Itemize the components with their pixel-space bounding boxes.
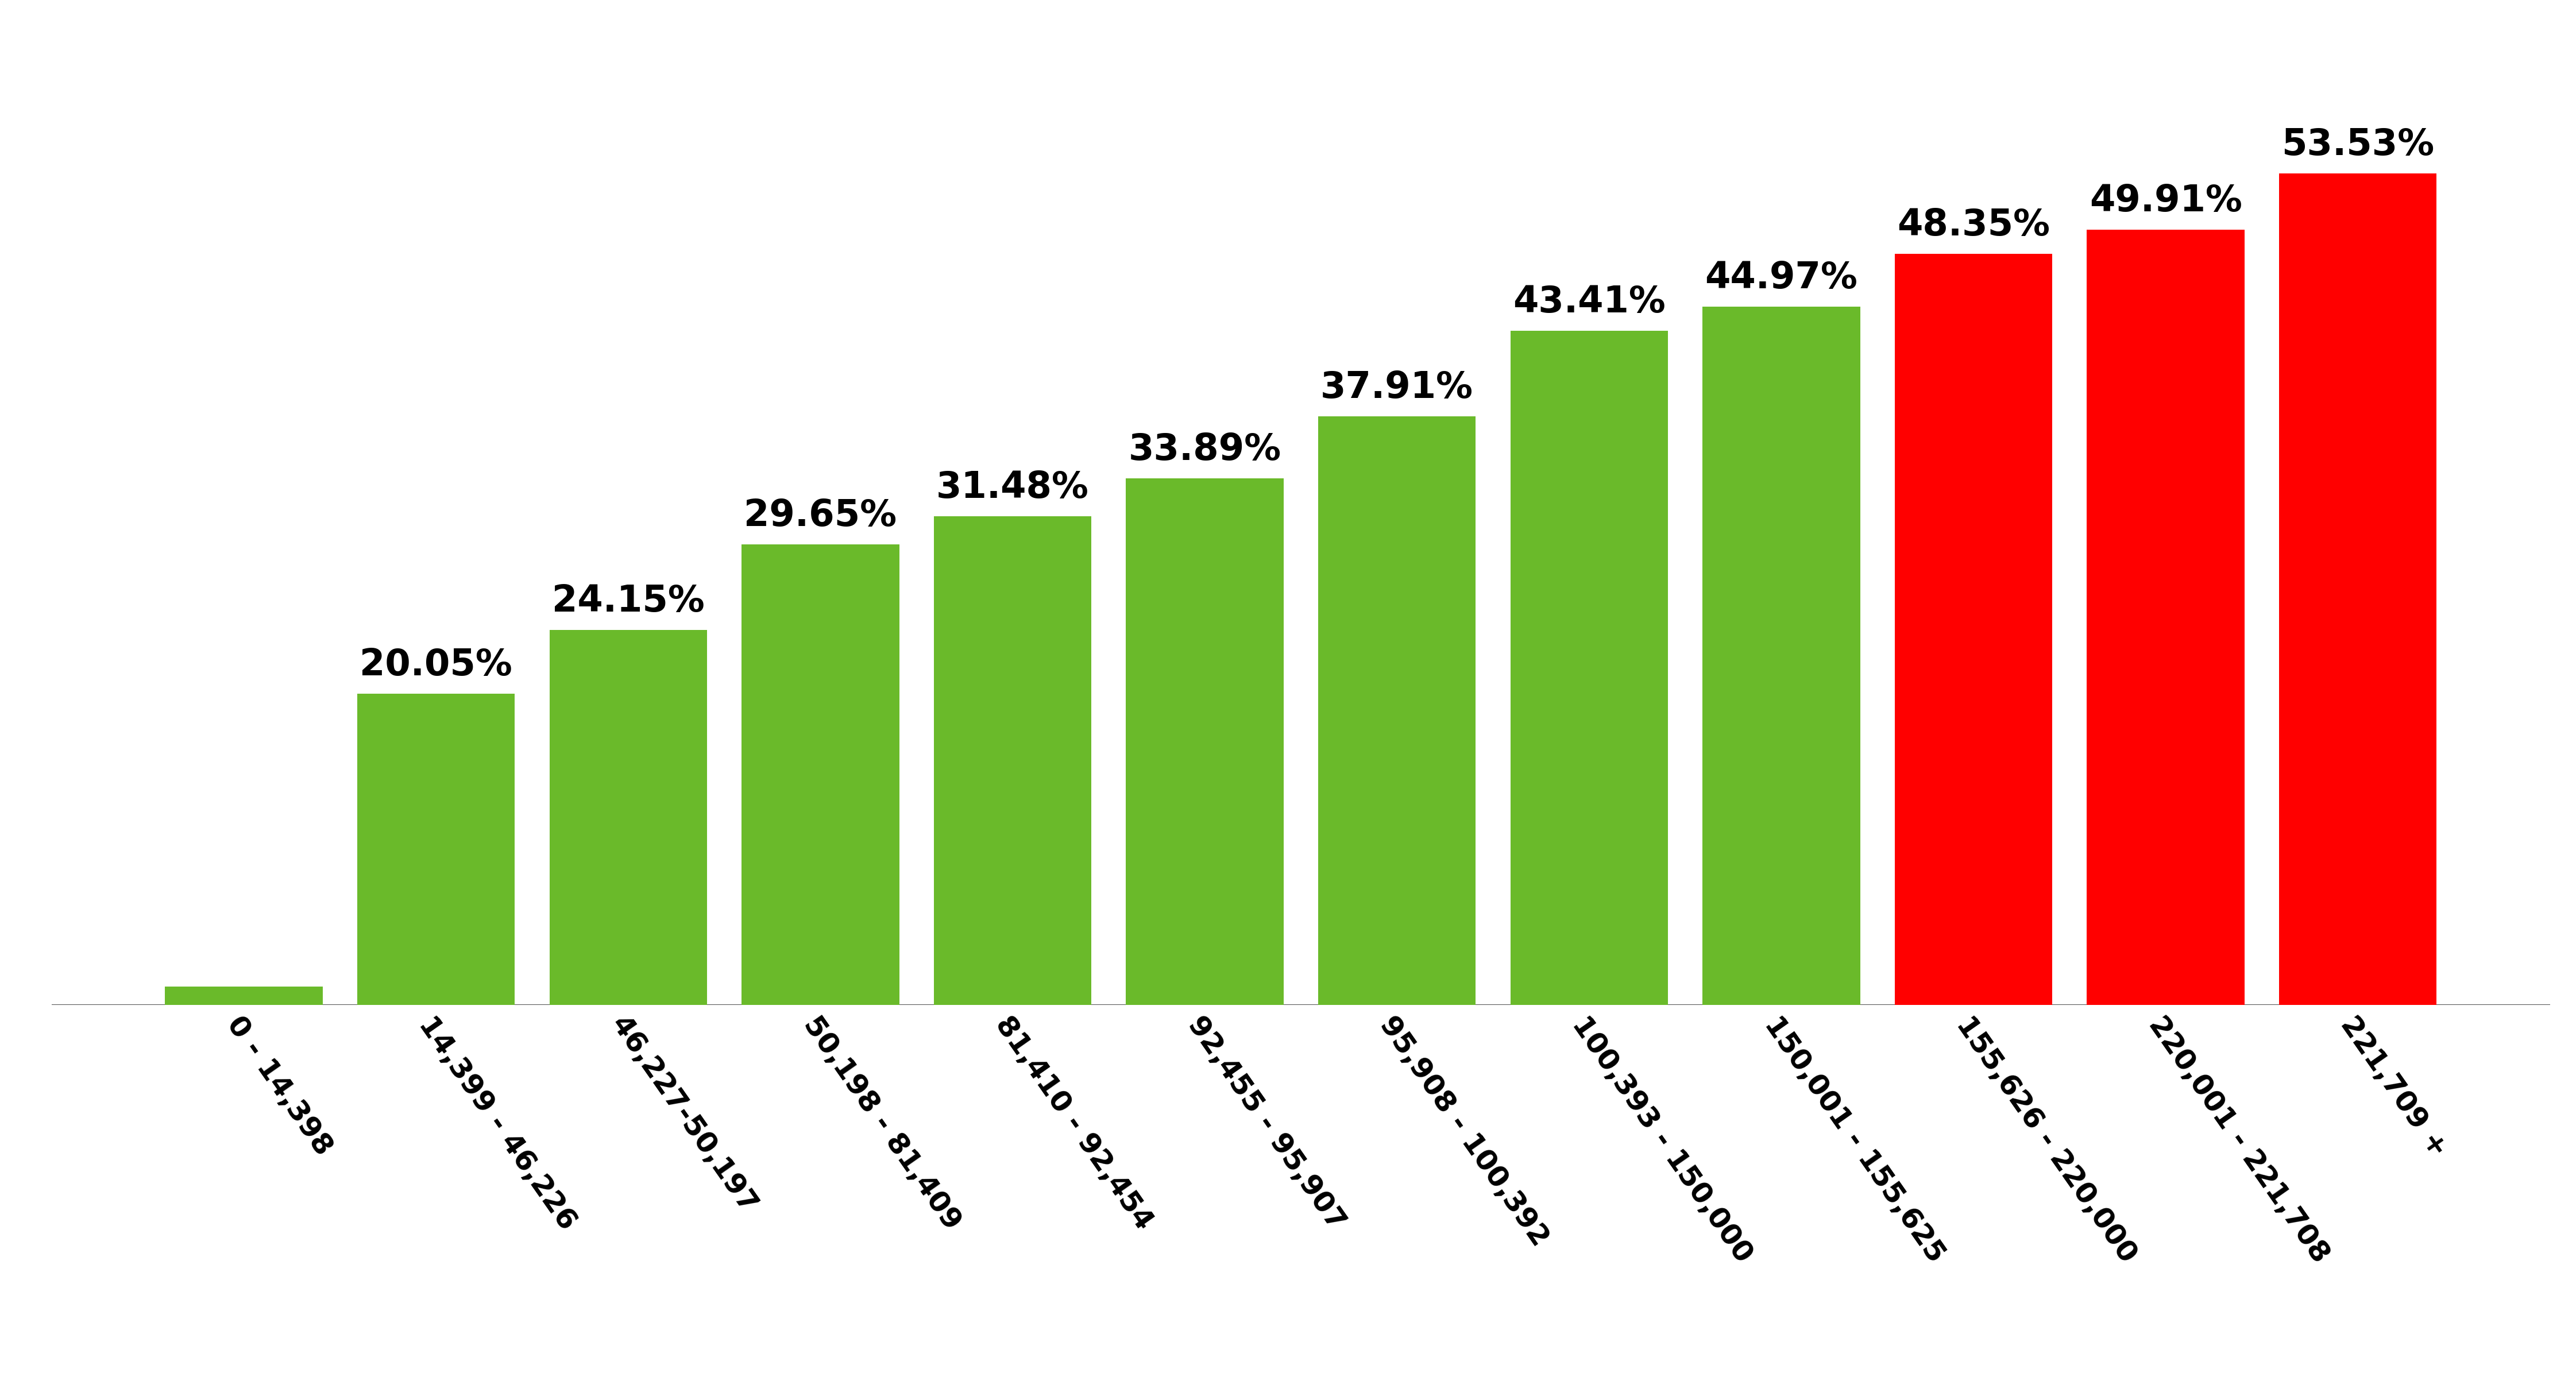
Text: 49.91%: 49.91% — [2089, 183, 2241, 219]
Bar — [935, 517, 1092, 1005]
Bar — [549, 630, 706, 1005]
Text: 29.65%: 29.65% — [744, 498, 896, 533]
Text: 48.35%: 48.35% — [1896, 208, 2050, 243]
Bar — [1510, 331, 1667, 1005]
Text: 44.97%: 44.97% — [1705, 260, 1857, 296]
Bar — [358, 694, 515, 1005]
Text: 20.05%: 20.05% — [361, 648, 513, 683]
Text: 33.89%: 33.89% — [1128, 433, 1280, 468]
Bar — [165, 987, 322, 1005]
Bar — [1319, 416, 1476, 1005]
Text: 24.15%: 24.15% — [551, 584, 706, 618]
Text: 43.41%: 43.41% — [1512, 285, 1667, 320]
Text: 53.53%: 53.53% — [2282, 127, 2434, 162]
Bar — [2280, 173, 2437, 1005]
Bar — [742, 544, 899, 1005]
Text: 31.48%: 31.48% — [935, 469, 1090, 505]
Bar — [1703, 307, 1860, 1005]
Bar — [1896, 254, 2053, 1005]
Text: 37.91%: 37.91% — [1321, 370, 1473, 405]
Bar — [1126, 479, 1283, 1005]
Bar — [2087, 230, 2244, 1005]
